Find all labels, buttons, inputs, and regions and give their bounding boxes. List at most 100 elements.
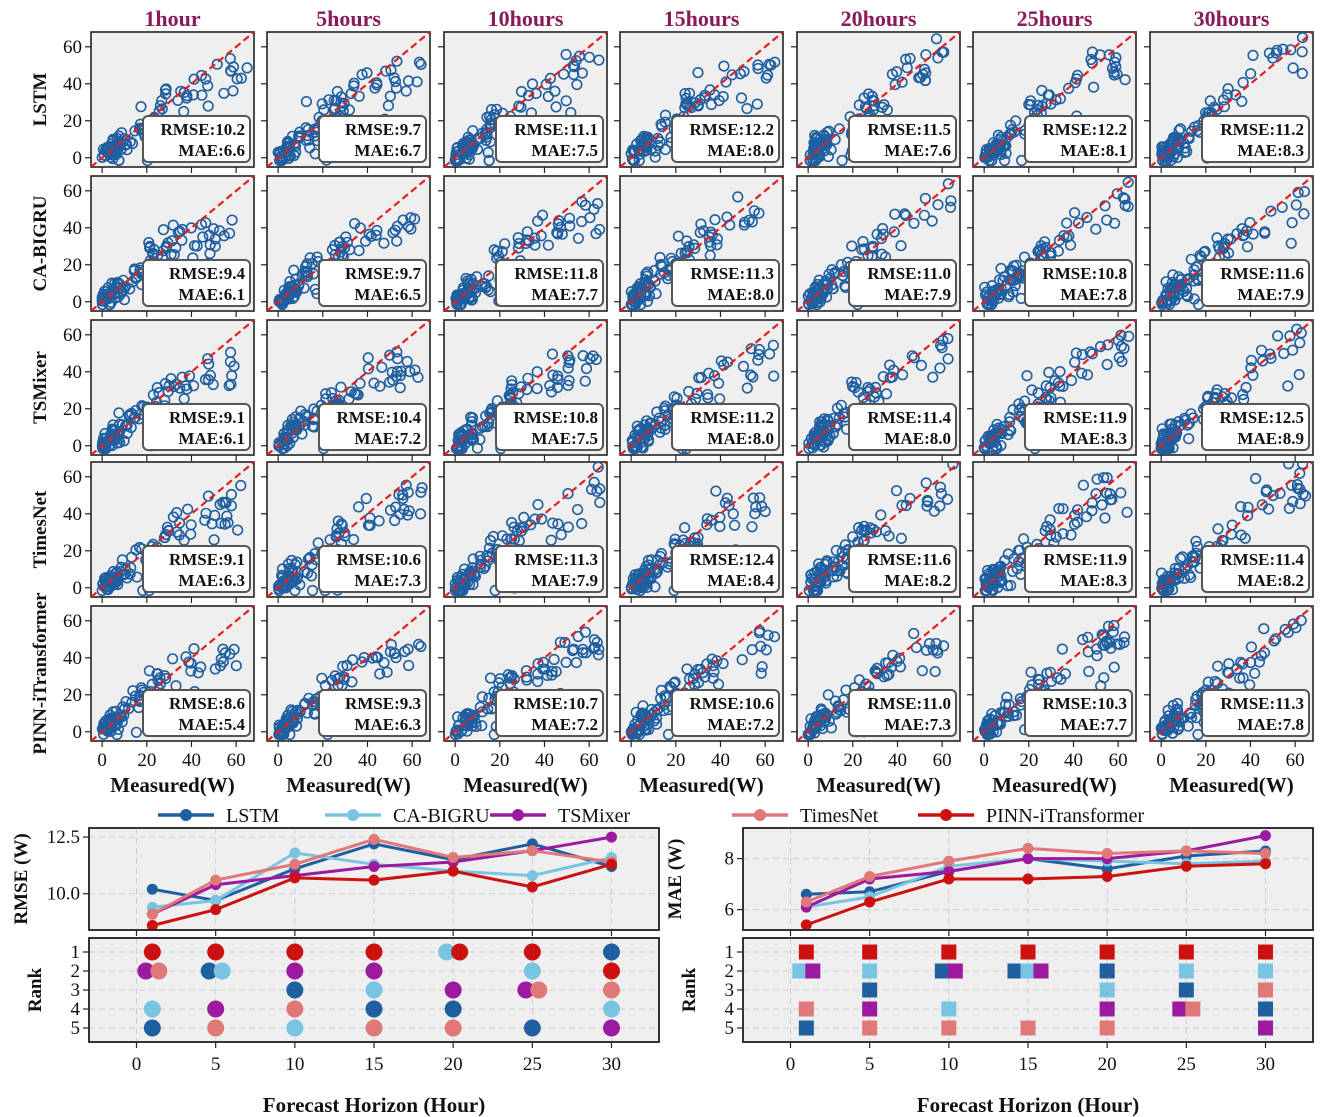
scatter-point [1026, 384, 1038, 396]
scatter-point [273, 440, 285, 452]
rank-marker-CA-BIGRU [438, 943, 456, 961]
x-tick-label: 10 [285, 1054, 304, 1075]
scatter-point [934, 481, 947, 493]
rank-marker-LSTM [1007, 963, 1023, 979]
scatter-point [1090, 488, 1102, 500]
scatter-point [174, 382, 186, 394]
scatter-point [1051, 672, 1063, 684]
scatter-point [1290, 622, 1302, 634]
scatter-point [920, 477, 932, 489]
scatter-point [467, 578, 479, 591]
scatter-point [693, 372, 705, 384]
scatter-point [745, 343, 757, 355]
scatter-point [273, 583, 285, 595]
scatter-point [147, 247, 159, 259]
rank-ylabel: Rank [679, 967, 700, 1012]
scatter-point [703, 231, 715, 243]
identity-line [973, 32, 1136, 167]
series-point-TimesNet [1022, 842, 1034, 854]
scatter-point [927, 371, 939, 383]
x-tick-label: 0 [979, 750, 989, 771]
scatter-point [1159, 715, 1171, 727]
scatter-point [763, 348, 776, 360]
x-tick-label: 40 [888, 750, 907, 771]
metric-box [848, 689, 957, 737]
scatter-point [999, 698, 1012, 711]
scatter-point [463, 149, 475, 161]
scatter-point [588, 634, 601, 646]
scatter-point [241, 62, 253, 74]
scatter-point [1108, 69, 1120, 81]
scatter-point [1241, 509, 1254, 522]
identity-line [973, 176, 1136, 311]
scatter-point [923, 637, 936, 650]
row-label-LSTM: LSTM [30, 73, 51, 127]
scatter-panel: RMSE:11.2 MAE:8.3 [1144, 31, 1314, 173]
identity-line [444, 462, 607, 597]
scatter-point [983, 298, 995, 311]
mae-annotation: MAE:7.3 [884, 715, 951, 734]
series-point-PINN-iTransformer [1180, 860, 1192, 872]
scatter-point [1072, 217, 1085, 229]
scatter-point [736, 654, 748, 666]
scatter-point [576, 517, 588, 530]
legend-marker [940, 809, 952, 821]
y-tick-label: 10.0 [47, 884, 80, 905]
mae-annotation: MAE:7.2 [707, 715, 774, 734]
scatter-point [1173, 288, 1185, 300]
scatter-panel: RMSE:9.1 MAE:6.3 0 20 40 60 [63, 461, 255, 603]
identity-line [1150, 606, 1313, 741]
y-tick-label: 1 [725, 942, 735, 963]
scatter-point [1013, 555, 1025, 568]
scatter-point [113, 418, 126, 430]
scatter-point [560, 95, 572, 107]
scatter-point [171, 506, 183, 519]
scatter-point [562, 362, 574, 374]
scatter-panel: RMSE:12.5 MAE:8.9 [1144, 319, 1314, 461]
scatter-point [1038, 236, 1051, 248]
scatter-point [384, 90, 396, 102]
x-tick-label: 20 [444, 1054, 463, 1075]
scatter-point [515, 85, 528, 98]
rank-marker-TimesNet [207, 1019, 225, 1037]
x-tick-label: 60 [1286, 750, 1305, 771]
metric-box [1201, 403, 1310, 451]
metric-box [848, 403, 957, 451]
rank-marker-LSTM [286, 981, 304, 999]
scatter-point [411, 76, 423, 88]
rank-marker-LSTM [603, 943, 620, 961]
identity-line [267, 32, 430, 167]
scatter-point [869, 381, 882, 394]
scatter-point [822, 689, 834, 701]
scatter-point [571, 78, 583, 91]
rank-marker-TSMixer [862, 1001, 878, 1017]
scatter-point [942, 178, 954, 190]
mae-annotation: MAE:8.3 [1060, 571, 1127, 590]
scatter-point [529, 232, 541, 244]
x-tick-label: 20 [313, 750, 332, 771]
scatter-point [208, 534, 220, 546]
scatter-point [1234, 672, 1246, 684]
scatter-point [282, 419, 294, 432]
scatter-point [546, 348, 559, 360]
scatter-point [196, 89, 208, 101]
scatter-point [385, 639, 398, 651]
scatter-panel: RMSE:11.1 MAE:7.5 [438, 31, 608, 173]
scatter-panel: RMSE:10.8 MAE:7.8 [967, 175, 1137, 317]
scatter-point [706, 653, 718, 665]
scatter-point [1250, 473, 1262, 485]
rank-marker-CA-BIGRU [1258, 963, 1273, 979]
scatter-point [1298, 208, 1310, 220]
scatter-point [942, 353, 954, 365]
scatter-point [756, 500, 768, 512]
scatter-point [1108, 619, 1120, 632]
rank-marker-CA-BIGRU [1020, 963, 1036, 979]
scatter-point [1166, 727, 1179, 739]
scatter-point [1081, 369, 1094, 381]
scatter-point [301, 258, 313, 270]
scatter-point [641, 266, 654, 278]
scatter-point [1041, 667, 1053, 679]
scatter-point [721, 492, 733, 504]
scatter-point [1156, 297, 1168, 309]
scatter-point [360, 492, 372, 505]
